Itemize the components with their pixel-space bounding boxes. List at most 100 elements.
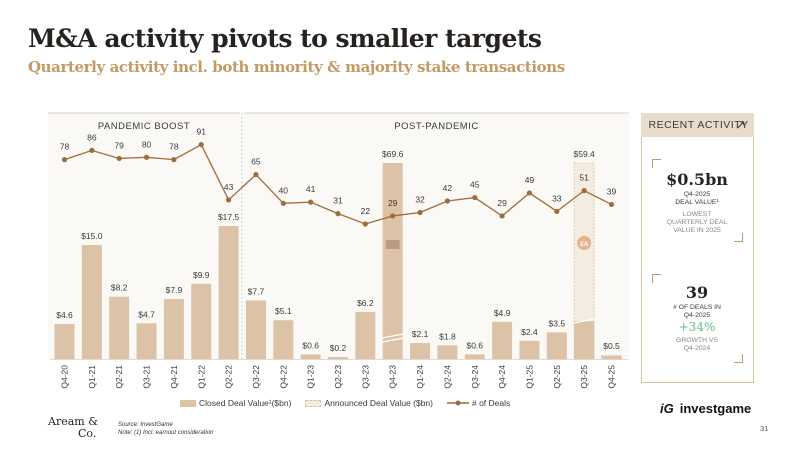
deals-point-Q1-25	[526, 190, 533, 196]
stat-growth-note1: GROWTH VS	[676, 337, 718, 344]
bar-Q3-22	[245, 300, 266, 359]
section-label-0: PANDEMIC BOOST	[98, 121, 190, 132]
tick-label-Q2-23: Q2-23	[333, 365, 343, 389]
axis-break-Q3-25	[573, 318, 596, 324]
bar-Q4-23	[382, 163, 403, 359]
deals-point-Q1-21	[89, 147, 95, 153]
page-subtitle: Quarterly activity incl. both minority &…	[28, 58, 565, 76]
bar-label-Q1-24: $2.1	[412, 329, 429, 339]
stat-growth-note2: Q4-2024	[683, 345, 711, 352]
tick-label-Q3-25: Q3-25	[579, 365, 589, 389]
bar-label-Q4-22: $5.1	[275, 306, 292, 316]
stat-deal-value: $0.5bn	[666, 170, 728, 189]
tick-label-Q2-25: Q2-25	[552, 365, 562, 389]
bar-Q3-23	[355, 311, 376, 359]
stat-growth: +34%	[678, 320, 716, 334]
bar-label-Q3-21: $4.7	[138, 309, 155, 319]
bar-Q1-25	[519, 340, 540, 359]
deals-point-Q1-24	[417, 209, 423, 216]
legend-deals-swatch	[446, 400, 469, 406]
stat-deal-value-note2: QUARTERLY DEAL	[666, 219, 728, 226]
tick-label-Q4-21: Q4-21	[169, 365, 179, 389]
deals-label-Q2-25: 33	[552, 193, 562, 203]
tick-label-Q4-25: Q4-25	[607, 365, 617, 389]
deals-label-Q2-21: 79	[114, 140, 124, 150]
ea-logo-text: EA	[580, 242, 589, 248]
bar-label-Q4-21: $7.9	[166, 285, 183, 295]
tick-label-Q3-21: Q3-21	[142, 365, 152, 389]
deals-label-Q4-25: 39	[607, 186, 617, 196]
deals-label-Q4-20: 78	[60, 142, 70, 152]
recent-activity-header: RECENT ACTIVITY ↗	[640, 112, 754, 137]
tick-label-Q1-23: Q1-23	[306, 365, 316, 389]
tick-label-Q1-22: Q1-22	[196, 365, 206, 389]
deals-label-Q1-22: 91	[197, 127, 207, 137]
deals-point-Q2-22	[226, 197, 232, 203]
tick-label-Q2-21: Q2-21	[114, 365, 124, 389]
bar-Q2-24	[437, 345, 458, 359]
bar-Q1-23	[300, 354, 321, 359]
deals-label-Q3-21: 80	[142, 139, 152, 149]
stat-deal-count-line1: # OF DEALS IN	[673, 304, 721, 311]
legend-closed-label: Closed Deal Value¹($bn)	[199, 398, 292, 408]
bar-label-Q1-25: $2.4	[521, 327, 538, 337]
bar-label-Q1-21: $15.0	[81, 231, 103, 241]
legend-deals: # of Deals	[446, 398, 510, 408]
deals-label-Q1-23: 41	[306, 184, 316, 194]
bar-label-Q3-22: $7.7	[248, 286, 265, 296]
stat-deal-count-line2: Q4-2025	[683, 312, 711, 319]
tick-label-Q3-24: Q3-24	[470, 365, 480, 389]
chart-legend: Closed Deal Value¹($bn) Announced Deal V…	[180, 398, 510, 408]
tick-label-Q3-23: Q3-23	[360, 365, 370, 389]
tick-label-Q4-22: Q4-22	[278, 365, 288, 389]
deals-point-Q4-22	[280, 200, 286, 206]
deals-point-Q2-23	[335, 211, 341, 217]
recent-activity-panel: RECENT ACTIVITY ↗ $0.5bn Q4-2025 DEAL VA…	[640, 112, 754, 383]
bar-Q2-22	[218, 226, 239, 359]
deals-label-Q1-25: 49	[525, 175, 535, 185]
deals-point-Q3-21	[143, 154, 150, 160]
bar-label-Q2-25: $3.5	[549, 318, 566, 328]
deals-point-Q3-24	[472, 194, 478, 201]
bar-label-Q4-25: $0.5	[603, 341, 620, 351]
bar-Q3-25	[574, 321, 595, 359]
deals-point-Q3-23	[362, 221, 368, 227]
footnote: Note: (1) Incl. earnout consideration	[118, 430, 214, 436]
bar-label-Q2-24: $1.8	[439, 331, 456, 341]
stat-deal-value-note3: VALUE IN 2025	[673, 227, 721, 234]
legend-announced: Announced Deal Value ($bn)	[305, 398, 433, 408]
tick-label-Q4-24: Q4-24	[497, 365, 507, 389]
tick-label-Q2-22: Q2-22	[224, 365, 234, 389]
section-label-1: POST-PANDEMIC	[394, 121, 478, 132]
ea-logo-icon	[577, 236, 592, 250]
deals-point-Q2-25	[554, 208, 560, 214]
deals-point-Q1-22	[198, 142, 204, 148]
deals-point-Q3-25	[581, 188, 587, 194]
bar-Q1-21	[81, 245, 102, 359]
page-number: 31	[760, 424, 769, 433]
deals-label-Q4-22: 40	[279, 185, 289, 195]
bar-label-Q1-23: $0.6	[302, 340, 319, 350]
bar-Q1-24	[410, 343, 431, 359]
bar-Q4-20	[54, 324, 75, 359]
legend-closed: Closed Deal Value¹($bn)	[180, 398, 291, 408]
deals-point-Q1-23	[308, 199, 314, 205]
tick-label-Q3-22: Q3-22	[251, 365, 261, 389]
tick-label-Q4-23: Q4-23	[388, 365, 398, 389]
deals-label-Q3-24: 45	[470, 180, 480, 190]
stat-deal-value-line2: DEAL VALUE¹	[675, 199, 719, 206]
deals-label-Q4-21: 78	[169, 142, 179, 152]
deals-point-Q4-25	[608, 201, 615, 208]
bar-Q2-21	[109, 296, 130, 359]
deals-label-Q4-23: 29	[388, 198, 398, 208]
arrow-up-right-icon: ↗	[735, 116, 747, 132]
deals-point-Q2-24	[444, 198, 450, 204]
activision-logo-icon	[385, 240, 400, 249]
tick-label-Q1-25: Q1-25	[524, 365, 534, 389]
bar-Q2-25	[546, 332, 567, 359]
tick-label-Q1-24: Q1-24	[415, 365, 425, 389]
deals-label-Q2-23: 31	[333, 196, 343, 206]
bar-Q4-21	[163, 298, 184, 359]
deals-label-Q1-24: 32	[415, 195, 425, 205]
